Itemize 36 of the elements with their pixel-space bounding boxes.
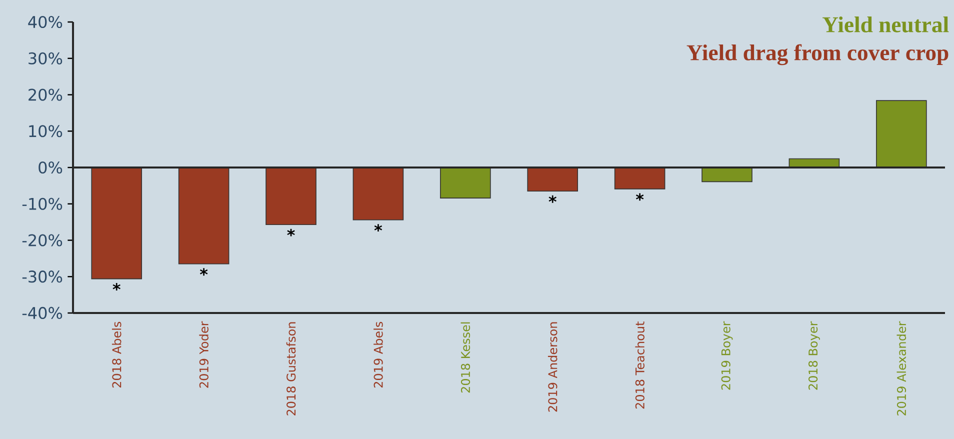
- y-tick-label: -20%: [22, 234, 62, 246]
- bar: [702, 167, 752, 182]
- text: Yield neutral: [822, 16, 949, 32]
- y-tick-label: 10%: [29, 125, 62, 138]
- bar: [266, 167, 316, 225]
- annotation: *: [287, 228, 295, 236]
- bar: [876, 100, 927, 168]
- bar: [440, 167, 491, 198]
- annotation: *: [636, 193, 644, 201]
- x-tick-label: 2018 Kessel: [460, 322, 470, 393]
- annotation: *: [112, 283, 120, 290]
- x-tick-label: 2018 Teachout: [635, 322, 644, 409]
- x-tick-label: 2019 Abels: [374, 322, 383, 388]
- x-tick-label: 2018 Boyer: [808, 321, 820, 390]
- bar: [527, 167, 578, 192]
- x-tick-label: 2019 Yoder: [199, 321, 208, 388]
- annotation: *: [548, 195, 556, 203]
- annotation: *: [200, 268, 208, 276]
- y-tick-label: 20%: [28, 88, 62, 101]
- bar: [178, 167, 230, 264]
- bar: [91, 167, 142, 280]
- y-tick-label: 40%: [28, 16, 62, 28]
- x-tick-label: 2019 Anderson: [548, 322, 558, 412]
- x-tick-label: 2018 Gustafson: [286, 322, 296, 416]
- bar: [614, 167, 666, 190]
- x-tick-label: 2019 Boyer: [721, 321, 733, 390]
- y-tick-label: -30%: [22, 270, 62, 283]
- y-tick-label: -10%: [22, 198, 62, 210]
- annotation: *: [374, 224, 382, 232]
- x-tick-label: 2018 Abels: [112, 322, 122, 388]
- text: Yield drag from cover crop: [686, 44, 948, 66]
- x-tick-label: 2019 Alexander: [896, 321, 906, 416]
- y-tick-label: -40%: [22, 306, 62, 320]
- y-tick-label: 30%: [28, 52, 62, 64]
- bar: [352, 167, 404, 220]
- y-tick-label: 0%: [38, 161, 62, 174]
